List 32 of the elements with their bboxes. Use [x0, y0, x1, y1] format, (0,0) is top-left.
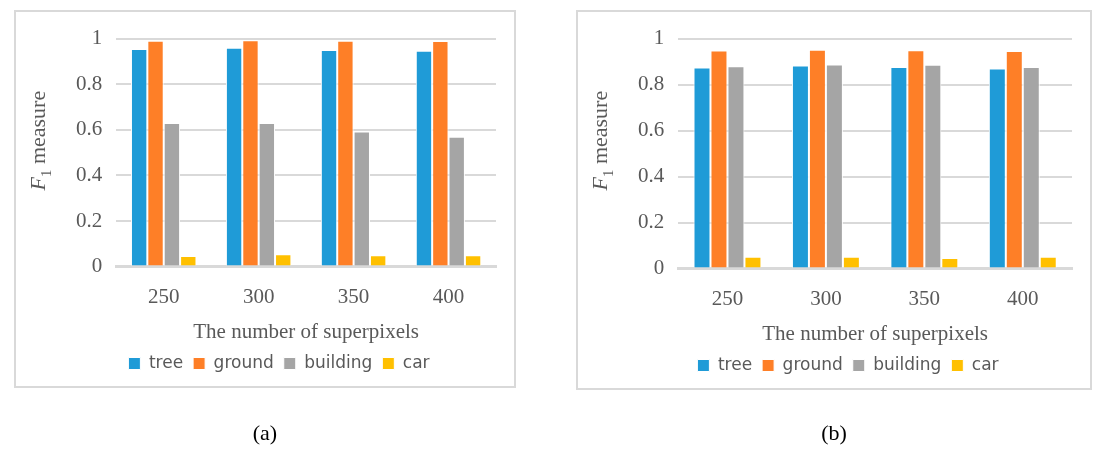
- x-tick-label: 400: [432, 283, 465, 308]
- x-tick-label: 300: [242, 283, 275, 308]
- x-tick-label: 400: [1007, 285, 1039, 310]
- y-tick-label: 0: [91, 253, 103, 278]
- x-axis-title: The number of superpixels: [762, 320, 988, 345]
- y-tick-label: 0.4: [76, 161, 103, 186]
- x-tick-label: 350: [908, 285, 941, 310]
- legend-label: tree: [148, 351, 184, 372]
- y-tick-label: 1: [91, 25, 103, 50]
- x-tick-label: 250: [711, 285, 744, 310]
- legend-label: ground: [782, 353, 843, 374]
- x-tick-label: 350: [337, 283, 370, 308]
- legend-label: car: [402, 351, 430, 372]
- y-tick-label: 0.2: [638, 209, 665, 234]
- x-tick-label: 300: [810, 285, 842, 310]
- x-tick-label: 250: [147, 283, 180, 308]
- y-tick-label: 0.6: [76, 116, 103, 141]
- y-tick-label: 0.8: [76, 70, 103, 95]
- legend-label: ground: [213, 351, 274, 372]
- y-tick-label: 0.4: [638, 163, 665, 188]
- y-tick-label: 1: [653, 25, 665, 50]
- y-tick-label: 0.6: [638, 117, 665, 142]
- legend-label: tree: [717, 353, 753, 374]
- legend-label: building: [304, 351, 373, 372]
- text: (b): [820, 420, 848, 446]
- legend-label: car: [971, 353, 999, 374]
- x-axis-title: The number of superpixels: [193, 318, 419, 343]
- y-tick-label: 0.2: [76, 207, 103, 232]
- legend-label: building: [873, 353, 942, 374]
- y-tick-label: 0: [653, 255, 665, 280]
- y-tick-label: 0.8: [638, 71, 665, 96]
- text: (a): [251, 420, 279, 446]
